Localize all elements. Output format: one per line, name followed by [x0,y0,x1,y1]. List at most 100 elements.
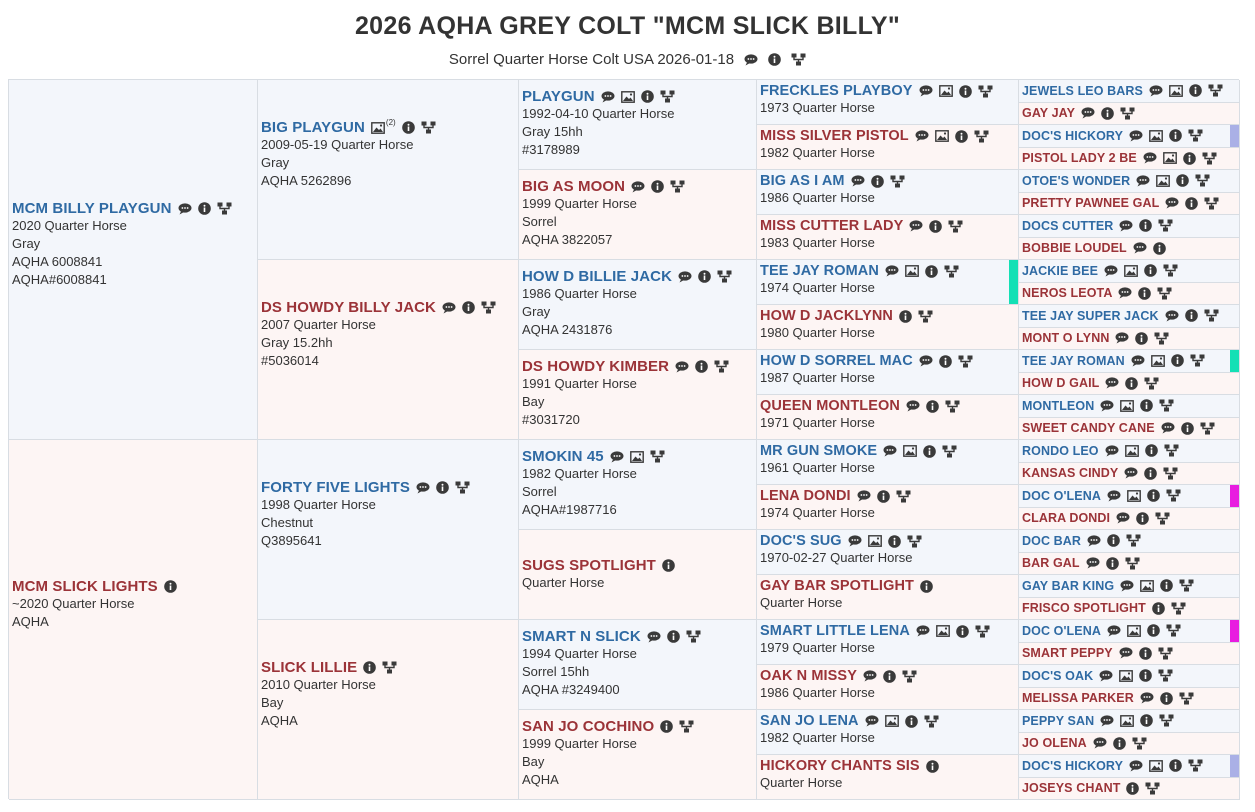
comment-icon[interactable] [1100,400,1114,412]
info-icon[interactable] [1180,421,1194,435]
photo-icon[interactable] [938,85,953,97]
info-icon[interactable] [662,559,675,572]
pedigree-icon[interactable] [907,535,922,548]
info-icon[interactable] [163,580,177,593]
pedigree-icon[interactable] [1125,557,1140,570]
pedigree-icon[interactable] [382,661,397,674]
photo-icon[interactable] [934,130,949,142]
pedigree-icon[interactable] [958,355,973,368]
horse-name-link[interactable]: PLAYGUN [522,88,595,105]
horse-name-link[interactable]: LENA DONDI [760,488,851,504]
photo-icon[interactable] [1127,624,1141,637]
horse-name-link[interactable]: DOC'S SUG [760,533,842,549]
info-icon[interactable] [926,399,939,413]
info-icon[interactable] [1189,84,1202,98]
photo-icon[interactable] [1127,489,1141,502]
pedigree-icon[interactable] [924,715,939,728]
horse-name-link[interactable]: MELISSA PARKER [1022,691,1134,706]
pedigree-icon[interactable] [978,85,993,98]
horse-name-link[interactable]: FORTY FIVE LIGHTS [261,479,410,496]
comment-icon[interactable] [1120,580,1134,592]
comment-icon[interactable] [647,630,661,643]
info-icon[interactable] [1138,286,1152,300]
comment-icon[interactable] [848,535,862,547]
photo-icon[interactable] [903,445,918,457]
pedigree-icon[interactable] [686,630,701,643]
info-icon[interactable] [1152,601,1165,615]
comment-icon[interactable] [442,301,456,314]
photo-icon[interactable] [1156,174,1171,187]
info-icon[interactable] [1147,489,1160,503]
horse-name-link[interactable]: MONTLEON [1022,398,1095,413]
horse-name-link[interactable]: PRETTY PAWNEE GAL [1022,196,1160,211]
pedigree-icon[interactable] [1157,287,1172,300]
photo-icon[interactable] [1150,354,1165,367]
horse-name-link[interactable]: MR GUN SMOKE [760,443,878,459]
info-icon[interactable] [666,630,680,643]
comment-icon[interactable] [678,270,692,283]
comment-icon[interactable] [906,400,920,412]
comment-icon[interactable] [631,180,645,193]
comment-icon[interactable] [865,715,879,727]
comment-icon[interactable] [744,53,758,66]
horse-name-link[interactable]: DOC O'LENA [1022,488,1101,503]
info-icon[interactable] [1126,781,1140,795]
pedigree-icon[interactable] [1145,782,1160,795]
horse-name-link[interactable]: DOC'S OAK [1022,668,1094,683]
comment-icon[interactable] [1086,557,1100,569]
pedigree-icon[interactable] [1195,174,1210,187]
pedigree-icon[interactable] [944,265,959,278]
info-icon[interactable] [929,219,943,233]
pedigree-icon[interactable] [670,180,685,193]
info-icon[interactable] [1125,376,1139,390]
pedigree-icon[interactable] [896,490,911,503]
info-icon[interactable] [1139,669,1153,683]
comment-icon[interactable] [178,202,192,215]
comment-icon[interactable] [675,360,689,373]
photo-icon[interactable] [905,265,919,277]
pedigree-icon[interactable] [1120,107,1135,120]
info-icon[interactable] [695,360,708,373]
horse-name-link[interactable]: BIG AS I AM [760,173,845,189]
horse-name-link[interactable]: SAN JO LENA [760,713,859,729]
horse-name-link[interactable]: SAN JO COCHINO [522,718,655,735]
horse-name-link[interactable]: TEE JAY ROMAN [1022,353,1125,368]
pedigree-icon[interactable] [902,670,917,683]
info-icon[interactable] [920,579,933,593]
pedigree-icon[interactable] [974,130,989,143]
info-icon[interactable] [1140,399,1154,413]
info-icon[interactable] [462,301,475,314]
info-icon[interactable] [1160,691,1173,705]
comment-icon[interactable] [1105,377,1119,389]
comment-icon[interactable] [919,85,933,97]
info-icon[interactable] [1135,331,1149,345]
pedigree-icon[interactable] [918,310,933,323]
horse-name-link[interactable]: DOCS CUTTER [1022,218,1114,233]
comment-icon[interactable] [1119,647,1133,659]
pedigree-icon[interactable] [1163,264,1178,277]
comment-icon[interactable] [1118,287,1132,299]
comment-icon[interactable] [1107,490,1121,502]
horse-name-link[interactable]: DS HOWDY KIMBER [522,358,670,375]
horse-name-link[interactable]: OTOE'S WONDER [1022,173,1131,188]
horse-name-link[interactable]: JACKIE BEE [1022,263,1099,278]
pedigree-icon[interactable] [1126,534,1141,547]
photo-icon[interactable] [1162,152,1177,165]
info-icon[interactable] [660,720,674,733]
pedigree-icon[interactable] [1179,579,1194,592]
horse-name-link[interactable]: TEE JAY ROMAN [760,263,879,279]
info-icon[interactable] [1176,174,1190,188]
info-icon[interactable] [956,624,969,638]
info-icon[interactable] [1140,714,1154,728]
photo-icon[interactable] [1124,444,1139,457]
comment-icon[interactable] [909,220,923,232]
pedigree-icon[interactable] [421,121,436,134]
horse-name-link[interactable]: SMART PEPPY [1022,646,1113,661]
comment-icon[interactable] [1131,355,1145,367]
pedigree-icon[interactable] [1208,84,1223,97]
horse-name-link[interactable]: SMART LITTLE LENA [760,623,910,639]
comment-icon[interactable] [1133,242,1147,254]
horse-name-link[interactable]: BIG PLAYGUN [261,119,365,136]
info-icon[interactable] [904,714,918,728]
info-icon[interactable] [1144,264,1157,278]
